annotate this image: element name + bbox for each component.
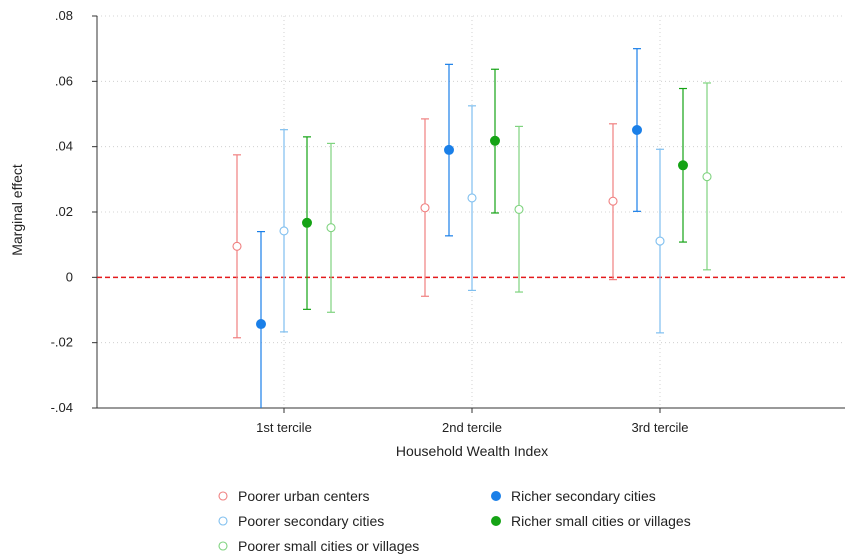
legend-label: Poorer urban centers [238,488,370,504]
point-estimate [702,172,712,182]
legend-label: Poorer small cities or villages [238,538,419,554]
point-estimate [420,203,430,213]
data-marks [232,48,712,408]
y-tick-label: .08 [55,8,73,23]
legend-item: Poorer small cities or villages [218,538,419,554]
y-axis-title: Marginal effect [9,164,25,256]
point-estimate [655,236,665,246]
point-estimate [490,135,500,146]
point-estimate [302,217,312,228]
point-estimate [608,196,618,206]
x-axis-title: Household Wealth Index [396,443,548,459]
point-estimate [678,160,688,171]
point-estimate [232,241,242,251]
legend-marker [491,516,501,526]
y-tick-label: .06 [55,73,73,88]
x-tick-label: 3rd tercile [631,420,688,435]
series-2 [279,105,665,334]
y-tick-label: .02 [55,204,73,219]
axes [92,15,845,413]
series-4 [326,82,712,313]
point-estimate [326,223,336,233]
legend-label: Poorer secondary cities [238,513,384,529]
series-0 [232,118,618,339]
legend: Poorer urban centers Richer secondary cit… [218,488,691,554]
point-estimate [514,204,524,214]
legend-item: Poorer urban centers [218,488,370,504]
point-estimate [444,144,454,155]
point-estimate [279,226,289,236]
grid-lines [97,15,845,409]
legend-marker [218,516,228,526]
x-tick-label: 2nd tercile [442,420,502,435]
y-tick-label: .04 [55,139,73,154]
tick-labels: -.04 -.02 0 .02 .04 .06 .08 1st tercile 2nd terc… [51,8,689,435]
point-estimate [256,319,266,330]
series-1 [256,48,642,408]
x-tick-label: 1st tercile [256,420,312,435]
legend-marker [218,541,228,551]
point-estimate [467,193,477,203]
legend-item: Richer small cities or villages [491,513,691,529]
legend-marker [491,491,501,501]
legend-marker [218,491,228,501]
legend-item: Richer secondary cities [491,488,656,504]
series-3 [302,68,688,310]
legend-label: Richer secondary cities [511,488,656,504]
y-tick-label: -.04 [51,400,73,415]
point-estimate [632,125,642,136]
legend-label: Richer small cities or villages [511,513,691,529]
legend-item: Poorer secondary cities [218,513,384,529]
y-tick-label: -.02 [51,335,73,350]
y-tick-label: 0 [66,269,73,284]
